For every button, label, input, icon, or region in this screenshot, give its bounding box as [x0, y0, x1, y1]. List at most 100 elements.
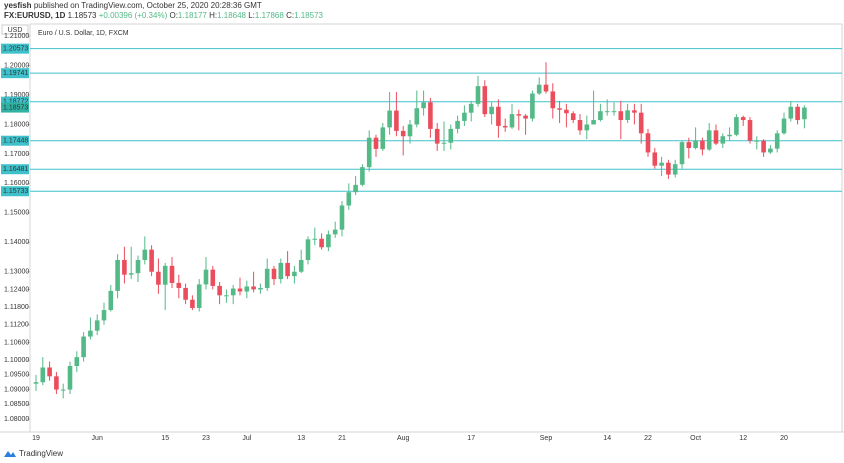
candle-body: [706, 130, 712, 150]
y-tick-label: 1.18000: [4, 121, 29, 128]
candle-body: [292, 271, 297, 277]
level-label-bg: [1, 164, 29, 175]
y-tick-label: 1.09000: [4, 386, 29, 393]
candle-body: [713, 130, 719, 144]
candle-body: [122, 259, 127, 275]
candle-body: [802, 107, 807, 120]
candle-body: [366, 137, 372, 168]
candle-body: [482, 86, 488, 115]
y-tick-label: 1.11200: [4, 322, 29, 329]
candle-body: [679, 142, 685, 165]
published: published on TradingView.com, October 25…: [34, 1, 262, 10]
candle-body: [693, 140, 698, 149]
footer-logo: [4, 451, 16, 457]
candle-body: [475, 86, 481, 104]
x-tick-label: 15: [161, 435, 169, 442]
x-tick-label: Oct: [690, 435, 701, 442]
level-label-bg: [1, 43, 29, 54]
candle-body: [74, 357, 80, 367]
candle-body: [727, 134, 732, 137]
candle-body: [754, 140, 760, 142]
candle-body: [224, 295, 229, 297]
x-tick-label: 17: [467, 435, 475, 442]
candle-body: [543, 84, 549, 92]
currency-box: [1, 24, 29, 35]
candle-body: [788, 106, 794, 119]
candle-body: [394, 110, 399, 131]
candle-body: [203, 269, 209, 285]
candle-body: [47, 367, 52, 377]
level-label: 1.17448: [3, 138, 28, 145]
h-label: H:: [209, 11, 217, 20]
candle-body: [536, 84, 542, 94]
chart-title: Euro / U.S. Dollar, 1D, FXCM: [38, 30, 129, 37]
candle-body: [523, 115, 528, 119]
candle-body: [672, 164, 678, 175]
candle-body: [176, 282, 182, 288]
candle-body: [557, 108, 562, 110]
candle-body: [101, 310, 107, 321]
x-tick-label: Sep: [540, 435, 553, 442]
candle-body: [128, 273, 134, 275]
candle-body: [353, 184, 358, 193]
candle-body: [734, 117, 739, 135]
candle-body: [577, 120, 583, 131]
candle-body: [530, 93, 535, 119]
y-tick-label: 1.11800: [4, 304, 29, 311]
x-tick-label: 19: [32, 435, 40, 442]
candle-body: [414, 108, 420, 125]
y-tick-label: 1.14000: [4, 239, 29, 246]
candle-body: [747, 120, 753, 141]
currency: USD: [8, 27, 23, 34]
candle-body: [625, 110, 630, 121]
candle-body: [298, 259, 304, 272]
last-price-bg: [1, 102, 29, 113]
x-tick-label: 14: [603, 435, 611, 442]
candle-body: [60, 389, 66, 391]
candle-body: [516, 114, 522, 116]
candle-body: [502, 125, 508, 128]
candle-body: [774, 133, 780, 149]
candle-body: [570, 113, 576, 121]
last: 1.18573: [68, 11, 97, 20]
candle-body: [115, 259, 120, 291]
y-tick-label: 1.13000: [4, 269, 29, 276]
y-tick-label: 1.20000: [4, 62, 29, 69]
candle-body: [244, 286, 250, 292]
candle-body: [237, 288, 243, 292]
candle-body: [632, 110, 637, 113]
o-label: O:: [169, 11, 177, 20]
candle-body: [312, 238, 318, 240]
candle-body: [142, 249, 148, 260]
candle-body: [373, 137, 379, 149]
y-tick-label: 1.10600: [4, 339, 29, 346]
candle-body: [217, 285, 222, 296]
candle-body: [230, 288, 236, 296]
candle-body: [258, 287, 263, 290]
candle-body: [264, 268, 270, 288]
plot-frame: [29, 23, 843, 433]
x-tick-label: Aug: [397, 435, 410, 442]
candle-body: [768, 148, 773, 153]
candle-body: [638, 112, 644, 134]
candle-body: [700, 140, 705, 150]
candle-body: [169, 265, 175, 283]
x-tick-label: 20: [780, 435, 788, 442]
y-tick-label: 1.10000: [4, 357, 29, 364]
candle-body: [162, 265, 168, 285]
c-value: 1.18573: [294, 11, 323, 20]
candle-body: [455, 120, 460, 129]
c-label: C:: [286, 11, 294, 20]
y-tick-label: 1.09500: [4, 372, 29, 379]
candle-body: [54, 376, 59, 390]
candle-body: [88, 330, 93, 337]
candle-body: [40, 367, 46, 383]
candle-body: [135, 259, 141, 274]
y-tick-label: 1.15000: [4, 210, 29, 217]
y-tick-label: 1.12400: [4, 286, 29, 293]
candle-body: [781, 118, 787, 134]
h-value: 1.18648: [217, 11, 246, 20]
candle-body: [659, 162, 664, 166]
candle-body: [428, 102, 433, 129]
